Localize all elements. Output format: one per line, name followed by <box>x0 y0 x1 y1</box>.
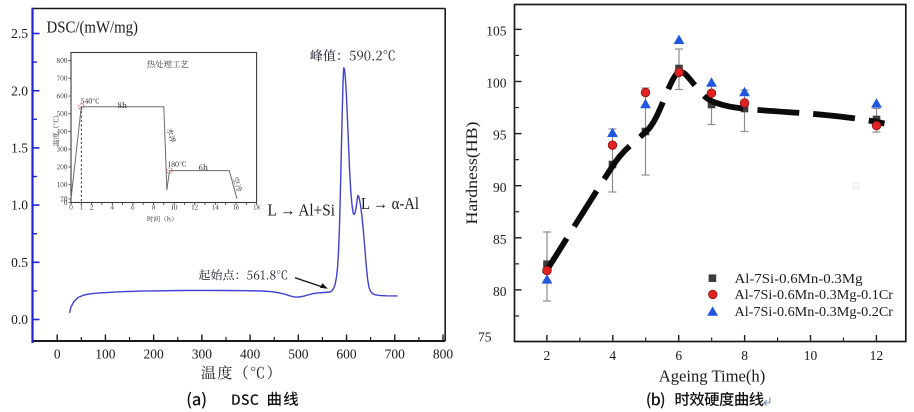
svg-text:0.0: 0.0 <box>11 312 28 327</box>
svg-text:L → α-Al: L → α-Al <box>361 194 419 213</box>
svg-text:Ageing Time(h): Ageing Time(h) <box>659 367 766 386</box>
svg-text:300: 300 <box>192 347 213 362</box>
svg-text:105: 105 <box>486 24 507 39</box>
svg-text:1.5: 1.5 <box>11 141 28 156</box>
svg-text:Al-7Si-0.6Mn-0.3Mg-0.2Cr: Al-7Si-0.6Mn-0.3Mg-0.2Cr <box>735 305 894 320</box>
svg-text:95: 95 <box>493 128 507 143</box>
svg-text:400: 400 <box>240 347 261 362</box>
svg-text:80: 80 <box>493 284 507 299</box>
svg-text:DSC/(mW/mg): DSC/(mW/mg) <box>47 17 139 36</box>
svg-text:6: 6 <box>675 348 682 363</box>
svg-text:1.0: 1.0 <box>11 198 28 213</box>
svg-text:Hardness(HB): Hardness(HB) <box>464 122 481 225</box>
svg-text:700: 700 <box>385 347 406 362</box>
svg-text:100: 100 <box>95 347 116 362</box>
svg-text:200: 200 <box>144 347 165 362</box>
svg-text:4: 4 <box>609 348 616 363</box>
svg-text:Al-7Si-0.6Mn-0.3Mg-0.1Cr: Al-7Si-0.6Mn-0.3Mg-0.1Cr <box>735 288 894 303</box>
svg-text:600: 600 <box>336 347 357 362</box>
svg-text:L → Al+Si: L → Al+Si <box>268 201 336 220</box>
svg-text:2.0: 2.0 <box>11 83 28 98</box>
svg-text:2.5: 2.5 <box>11 26 28 41</box>
svg-text:10: 10 <box>804 348 818 363</box>
svg-text:100: 100 <box>486 76 507 91</box>
svg-text:8: 8 <box>741 348 748 363</box>
svg-text:2: 2 <box>544 348 551 363</box>
svg-text:0: 0 <box>54 347 61 362</box>
svg-text:800: 800 <box>433 347 454 362</box>
svg-text:500: 500 <box>288 347 309 362</box>
svg-text:12: 12 <box>870 348 884 363</box>
svg-text:0.5: 0.5 <box>11 255 28 270</box>
svg-text:90: 90 <box>493 180 507 195</box>
svg-text:85: 85 <box>493 232 507 247</box>
svg-text:75: 75 <box>478 329 492 344</box>
svg-text:Al-7Si-0.6Mn-0.3Mg: Al-7Si-0.6Mn-0.3Mg <box>735 272 863 287</box>
